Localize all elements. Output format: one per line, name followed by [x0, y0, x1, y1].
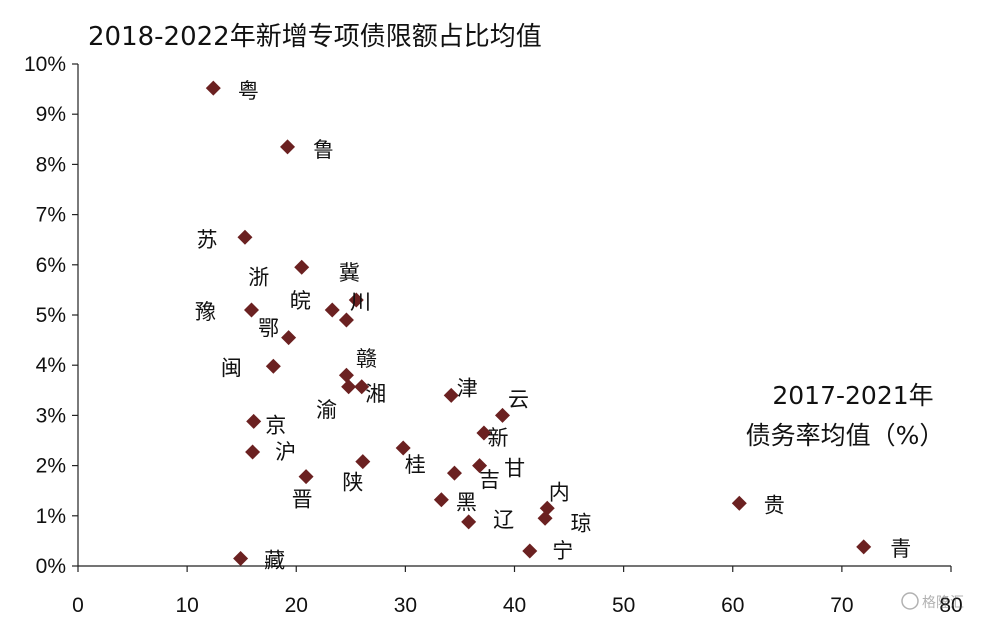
point-label: 鄂 — [258, 317, 279, 341]
x-axis-note-line1: 2017-2021年 — [772, 381, 933, 410]
point-label: 内 — [549, 480, 570, 504]
watermark-logo: 格隆汇 — [901, 592, 964, 611]
scatter-point — [731, 495, 747, 511]
x-tick-label: 0 — [72, 594, 84, 617]
point-label: 苏 — [196, 228, 217, 252]
scatter-point — [281, 330, 297, 346]
scatter-point — [280, 139, 296, 155]
point-label: 吉 — [479, 468, 500, 492]
scatter-point — [338, 312, 354, 328]
x-tick-label: 80 — [939, 594, 962, 617]
point-label: 津 — [457, 376, 478, 400]
point-label: 赣 — [356, 347, 377, 371]
y-tick-label: 10% — [24, 53, 66, 76]
x-tick-label: 60 — [721, 594, 744, 617]
point-label: 藏 — [264, 548, 285, 572]
y-axis-ticks: 0% 1% 2% 3% 4% 5% 6% 7% 8% 9% 10% — [24, 53, 78, 578]
scatter-point — [233, 550, 249, 566]
x-tick-label: 50 — [612, 594, 635, 617]
scatter-point — [205, 80, 221, 96]
scatter-point — [244, 302, 260, 318]
scatter-point — [237, 229, 253, 245]
point-label: 新 — [487, 426, 508, 450]
point-label: 川 — [350, 290, 371, 314]
chart-title: 2018-2022年新增专项债限额占比均值 — [88, 22, 542, 52]
y-tick-label: 5% — [36, 304, 66, 327]
scatter-point — [245, 444, 261, 460]
point-label: 贵 — [764, 493, 785, 517]
x-tick-label: 30 — [394, 594, 417, 617]
scatter-point — [539, 500, 555, 516]
point-label: 陕 — [342, 471, 363, 495]
y-tick-label: 3% — [36, 404, 66, 427]
scatter-point — [338, 367, 354, 383]
scatter-point — [294, 259, 310, 275]
point-label: 琼 — [571, 511, 592, 535]
point-label: 闽 — [221, 356, 242, 380]
y-tick-label: 1% — [36, 505, 66, 528]
point-label: 青 — [890, 537, 911, 561]
point-label: 辽 — [493, 508, 514, 532]
point-label: 晋 — [292, 488, 313, 512]
point-label: 皖 — [290, 289, 311, 313]
point-label: 湘 — [365, 382, 386, 406]
point-label: 桂 — [405, 453, 426, 477]
y-tick-label: 8% — [36, 153, 66, 176]
x-tick-label: 40 — [503, 594, 526, 617]
x-axis-ticks: 0 10 20 30 40 50 60 70 80 — [72, 566, 963, 617]
x-tick-label: 70 — [830, 594, 853, 617]
scatter-point — [324, 302, 340, 318]
x-tick-label: 20 — [285, 594, 308, 617]
scatter-point — [265, 358, 281, 374]
point-label: 云 — [508, 387, 529, 411]
scatter-point — [348, 292, 364, 308]
y-tick-label: 2% — [36, 455, 66, 478]
scatter-point — [537, 510, 553, 526]
point-label: 豫 — [195, 300, 216, 324]
scatter-point — [354, 379, 370, 395]
x-tick-label: 10 — [175, 594, 198, 617]
y-tick-label: 0% — [36, 555, 66, 578]
scatter-point — [246, 413, 262, 429]
scatter-point — [355, 454, 371, 470]
scatter-point — [472, 458, 488, 474]
scatter-point — [298, 469, 314, 485]
point-label: 黑 — [456, 491, 477, 515]
y-tick-label: 9% — [36, 103, 66, 126]
point-label: 鲁 — [313, 138, 334, 162]
watermark-text: 格隆汇 — [922, 595, 964, 611]
scatter-point — [433, 492, 449, 508]
point-label: 沪 — [275, 440, 296, 464]
scatter-point — [522, 543, 538, 559]
point-label: 粤 — [238, 79, 259, 103]
scatter-point — [856, 539, 872, 555]
scatter-point — [494, 407, 510, 423]
x-axis-note-line2: 债务率均值（%） — [746, 421, 945, 450]
point-label: 渝 — [316, 398, 337, 422]
y-tick-label: 7% — [36, 204, 66, 227]
point-label: 甘 — [504, 457, 525, 481]
scatter-point — [446, 465, 462, 481]
scatter-point — [443, 387, 459, 403]
scatter-point — [395, 440, 411, 456]
point-label: 京 — [265, 413, 286, 437]
point-label: 宁 — [552, 539, 573, 563]
scatter-point — [341, 379, 357, 395]
point-label: 冀 — [339, 261, 360, 285]
scatter-point — [461, 514, 477, 530]
point-label: 浙 — [248, 265, 269, 289]
y-tick-label: 6% — [36, 254, 66, 277]
scatter-point — [476, 425, 492, 441]
y-tick-label: 4% — [36, 354, 66, 377]
